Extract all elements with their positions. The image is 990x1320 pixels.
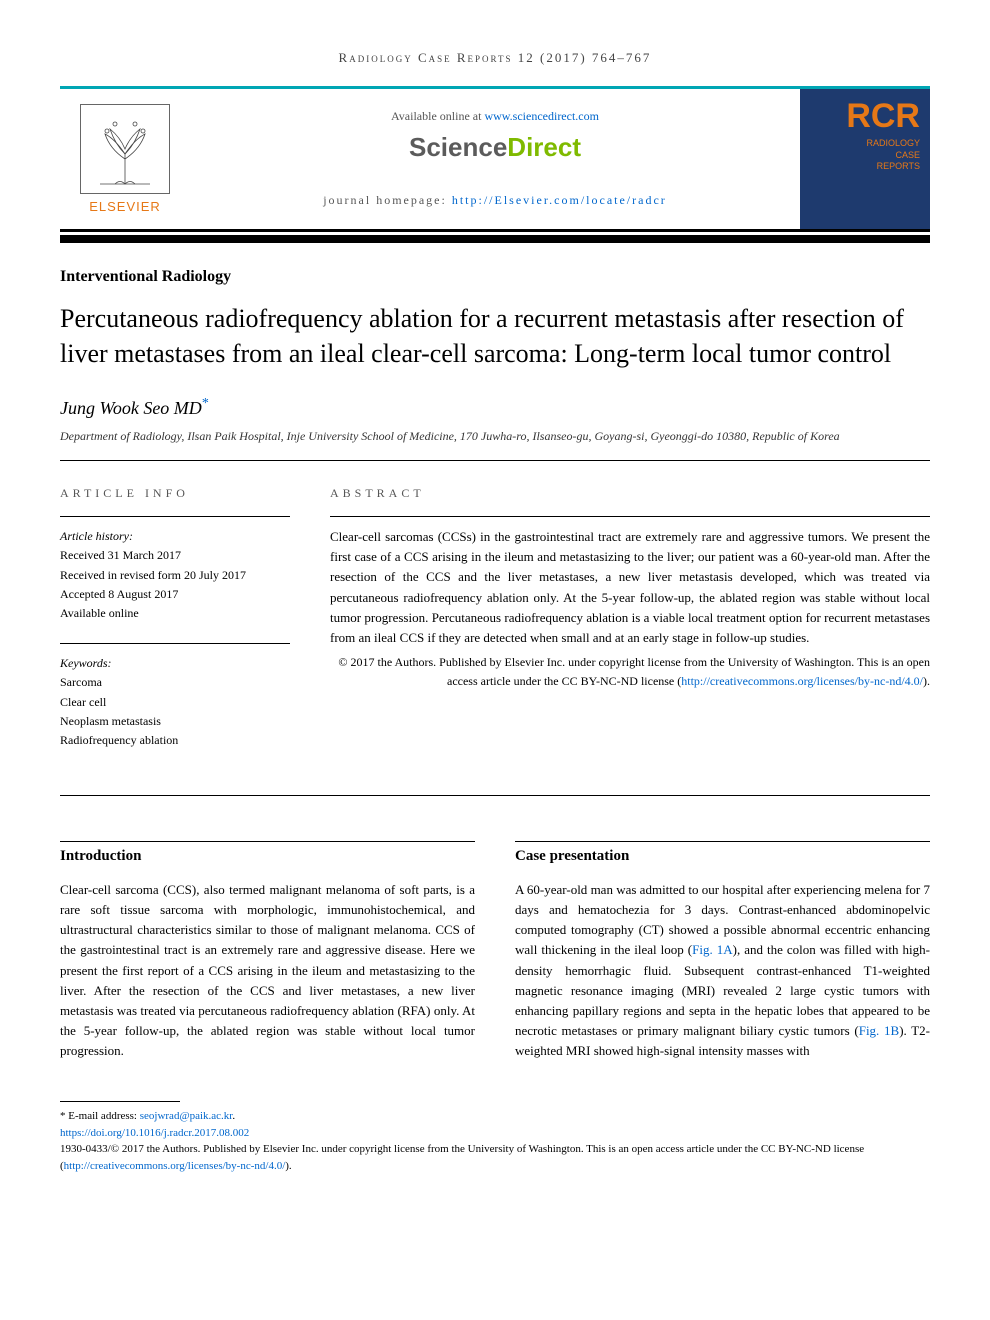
keywords-block: Keywords: Sarcoma Clear cell Neoplasm me… bbox=[60, 643, 290, 750]
author-email-link[interactable]: seojwrad@paik.ac.kr bbox=[140, 1110, 233, 1122]
journal-cover-thumbnail: RCR RADIOLOGY CASE REPORTS bbox=[800, 89, 930, 229]
footer-cc-link[interactable]: http://creativecommons.org/licenses/by-n… bbox=[64, 1160, 286, 1172]
rcr-line1: RADIOLOGY bbox=[810, 138, 920, 150]
correspondence-line: * E-mail address: seojwrad@paik.ac.kr. bbox=[60, 1108, 930, 1125]
received-date: Received 31 March 2017 bbox=[60, 546, 290, 565]
rcr-line3: REPORTS bbox=[810, 161, 920, 173]
issn-copyright-line: 1930-0433/© 2017 the Authors. Published … bbox=[60, 1141, 930, 1174]
rcr-acronym: RCR bbox=[810, 99, 920, 133]
publisher-banner: ELSEVIER Available online at www.science… bbox=[60, 89, 930, 232]
introduction-text: Clear-cell sarcoma (CCS), also termed ma… bbox=[60, 880, 475, 1061]
author-name: Jung Wook Seo MD* bbox=[60, 396, 930, 419]
elsevier-tree-icon bbox=[80, 104, 170, 194]
keyword-2: Clear cell bbox=[60, 693, 290, 712]
journal-homepage: journal homepage: http://Elsevier.com/lo… bbox=[200, 193, 790, 208]
figure-1b-link[interactable]: Fig. 1B bbox=[859, 1023, 899, 1038]
available-prefix: Available online at bbox=[391, 109, 484, 123]
abstract-body: Clear-cell sarcomas (CCSs) in the gastro… bbox=[330, 516, 930, 691]
thick-black-divider bbox=[60, 235, 930, 243]
keyword-4: Radiofrequency ablation bbox=[60, 731, 290, 750]
abstract-text: Clear-cell sarcomas (CCSs) in the gastro… bbox=[330, 527, 930, 648]
right-column: Case presentation A 60-year-old man was … bbox=[515, 841, 930, 1061]
article-history-block: Article history: Received 31 March 2017 … bbox=[60, 516, 290, 623]
elsevier-wordmark: ELSEVIER bbox=[89, 199, 161, 214]
author-text: Jung Wook Seo MD bbox=[60, 398, 202, 418]
homepage-link[interactable]: http://Elsevier.com/locate/radcr bbox=[452, 193, 667, 207]
keywords-label: Keywords: bbox=[60, 654, 290, 673]
introduction-heading: Introduction bbox=[60, 841, 475, 865]
online-date: Available online bbox=[60, 604, 290, 623]
available-online-text: Available online at www.sciencedirect.co… bbox=[200, 109, 790, 124]
keyword-3: Neoplasm metastasis bbox=[60, 712, 290, 731]
cc-license-link[interactable]: http://creativecommons.org/licenses/by-n… bbox=[681, 674, 923, 688]
sd-science-text: Science bbox=[409, 132, 507, 162]
rcr-full-name: RADIOLOGY CASE REPORTS bbox=[810, 138, 920, 173]
journal-citation: Radiology Case Reports 12 (2017) 764–767 bbox=[60, 50, 930, 66]
email-label: E-mail address: bbox=[66, 1110, 140, 1122]
article-info-header: ARTICLE INFO bbox=[60, 486, 290, 501]
case-presentation-text: A 60-year-old man was admitted to our ho… bbox=[515, 880, 930, 1061]
case-presentation-heading: Case presentation bbox=[515, 841, 930, 865]
sciencedirect-panel: Available online at www.sciencedirect.co… bbox=[190, 89, 800, 229]
article-info-column: ARTICLE INFO Article history: Received 3… bbox=[60, 486, 290, 770]
article-title: Percutaneous radiofrequency ablation for… bbox=[60, 301, 930, 371]
issn-end: ). bbox=[285, 1160, 291, 1172]
elsevier-logo-block: ELSEVIER bbox=[60, 89, 190, 229]
corresponding-author-star[interactable]: * bbox=[202, 396, 209, 411]
copyright-end: ). bbox=[923, 674, 930, 688]
info-abstract-row: ARTICLE INFO Article history: Received 3… bbox=[60, 486, 930, 796]
footnote-rule bbox=[60, 1101, 180, 1102]
history-label: Article history: bbox=[60, 527, 290, 546]
homepage-prefix: journal homepage: bbox=[323, 193, 452, 207]
email-period: . bbox=[232, 1110, 235, 1122]
keyword-1: Sarcoma bbox=[60, 673, 290, 692]
abstract-header: ABSTRACT bbox=[330, 486, 930, 501]
abstract-copyright: © 2017 the Authors. Published by Elsevie… bbox=[330, 653, 930, 691]
rcr-line2: CASE bbox=[810, 150, 920, 162]
footer-block: * E-mail address: seojwrad@paik.ac.kr. h… bbox=[60, 1108, 930, 1174]
abstract-column: ABSTRACT Clear-cell sarcomas (CCSs) in t… bbox=[330, 486, 930, 770]
figure-1a-link[interactable]: Fig. 1A bbox=[692, 942, 733, 957]
article-section: Interventional Radiology bbox=[60, 268, 930, 286]
doi-link[interactable]: https://doi.org/10.1016/j.radcr.2017.08.… bbox=[60, 1127, 249, 1139]
accepted-date: Accepted 8 August 2017 bbox=[60, 585, 290, 604]
revised-date: Received in revised form 20 July 2017 bbox=[60, 566, 290, 585]
sd-direct-text: Direct bbox=[507, 132, 581, 162]
sciencedirect-logo: ScienceDirect bbox=[200, 132, 790, 163]
sciencedirect-url[interactable]: www.sciencedirect.com bbox=[484, 109, 599, 123]
article-body: Introduction Clear-cell sarcoma (CCS), a… bbox=[60, 841, 930, 1061]
author-affiliation: Department of Radiology, Ilsan Paik Hosp… bbox=[60, 427, 930, 461]
left-column: Introduction Clear-cell sarcoma (CCS), a… bbox=[60, 841, 475, 1061]
